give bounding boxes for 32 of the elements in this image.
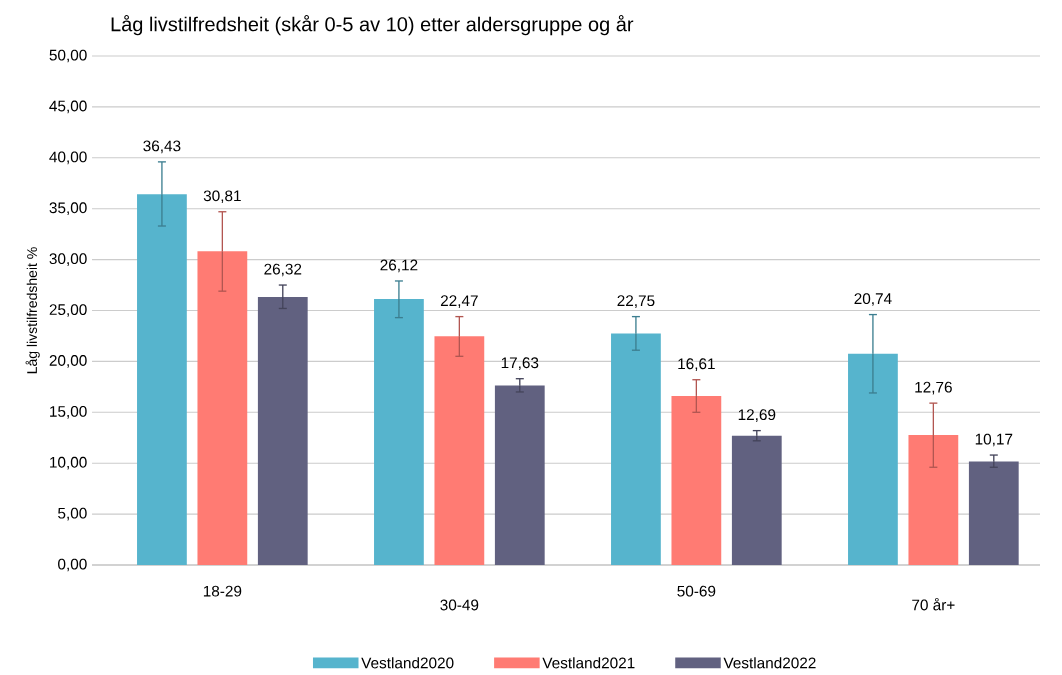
- y-tick-label: 35,00: [49, 202, 87, 216]
- y-tick-label: 15,00: [50, 405, 87, 419]
- data-label: 20,74: [854, 293, 892, 306]
- data-label: 10,17: [975, 433, 1013, 447]
- chart-title: Låg livstilfredsheit (skår 0-5 av 10) etter aldersgruppe og år: [111, 15, 634, 36]
- data-label: 16,61: [678, 358, 715, 372]
- y-tick-label: 30,00: [49, 253, 87, 266]
- legend-label: Vestland2021: [542, 657, 635, 669]
- legend-label: Vestland2020: [361, 657, 454, 669]
- y-axis-title: Låg livstilfredsheit %: [25, 247, 40, 374]
- data-label: 17,63: [501, 357, 539, 370]
- legend-label: Vestland2022: [723, 657, 816, 669]
- y-tick-label: 25,00: [49, 304, 87, 317]
- data-label: 22,75: [617, 295, 655, 308]
- y-tick-label: 45,00: [49, 100, 87, 114]
- data-label: 22,47: [440, 295, 478, 308]
- x-tick-label: 18-29: [203, 585, 242, 597]
- data-label: 26,12: [380, 259, 418, 273]
- data-label: 36,43: [143, 140, 181, 154]
- data-label: 12,69: [738, 409, 776, 422]
- data-label: 30,81: [203, 190, 241, 204]
- y-tick-label: 0,00: [58, 558, 87, 572]
- y-tick-label: 5,00: [58, 507, 87, 521]
- y-tick-label: 20,00: [49, 355, 87, 368]
- data-label: 26,32: [264, 263, 302, 277]
- x-tick-label: 70 år+: [912, 597, 955, 611]
- x-tick-label: 30-49: [440, 599, 479, 611]
- x-tick-label: 50-69: [677, 585, 716, 597]
- y-tick-label: 50,00: [49, 49, 87, 63]
- y-tick-label: 40,00: [49, 151, 87, 165]
- y-tick-label: 10,00: [50, 456, 87, 470]
- data-label: 12,76: [915, 381, 952, 395]
